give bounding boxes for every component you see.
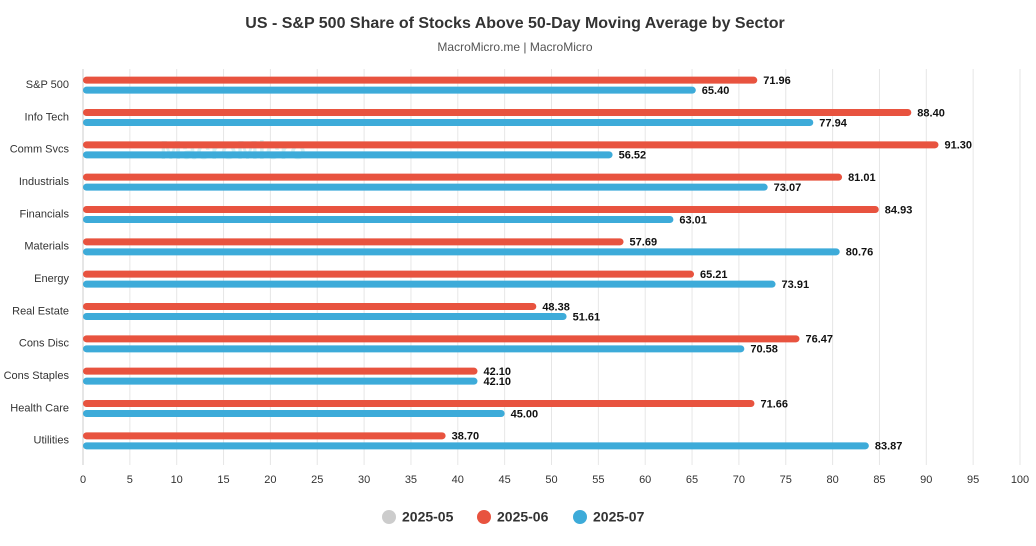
value-label: 73.91 — [782, 279, 810, 291]
chart-title: US - S&P 500 Share of Stocks Above 50-Da… — [245, 15, 784, 32]
x-tick-label: 30 — [358, 474, 370, 486]
value-label: 45.00 — [511, 408, 539, 420]
value-label: 71.96 — [763, 75, 791, 87]
bar — [83, 280, 776, 288]
bar — [83, 109, 912, 116]
value-label: 51.61 — [573, 311, 601, 323]
value-label: 70.58 — [750, 344, 778, 356]
bar — [83, 270, 695, 278]
bar — [83, 238, 624, 246]
value-label: 88.40 — [917, 107, 945, 119]
value-label: 77.94 — [819, 117, 847, 129]
x-tick-label: 15 — [217, 474, 229, 486]
bar — [83, 183, 768, 191]
bar — [83, 442, 869, 450]
legend-label: 2025-05 — [402, 509, 454, 525]
value-label: 91.30 — [944, 140, 972, 152]
legend-marker — [382, 510, 396, 524]
bar — [83, 335, 800, 343]
bar — [83, 345, 745, 353]
watermark: MacroMicro — [160, 135, 306, 165]
value-label: 83.87 — [875, 441, 903, 453]
y-tick-label: Cons Staples — [4, 370, 70, 382]
bar — [83, 216, 674, 223]
y-tick-label: Utilities — [34, 435, 70, 447]
x-tick-label: 20 — [264, 474, 276, 486]
x-tick-label: 75 — [780, 474, 792, 486]
bar — [83, 206, 879, 213]
bar — [83, 432, 446, 440]
value-label: 56.52 — [619, 150, 647, 162]
bar — [83, 76, 758, 84]
y-tick-label: Comm Svcs — [10, 144, 70, 156]
y-tick-label: Info Tech — [25, 111, 69, 123]
legend-marker — [573, 510, 587, 524]
value-label: 65.21 — [700, 269, 728, 281]
x-tick-label: 90 — [920, 474, 932, 486]
x-tick-label: 45 — [499, 474, 511, 486]
x-tick-label: 60 — [639, 474, 651, 486]
y-tick-label: Financials — [19, 208, 69, 220]
legend-marker — [477, 510, 491, 524]
value-label: 71.66 — [760, 398, 788, 410]
value-label: 73.07 — [774, 182, 802, 194]
bar — [83, 410, 505, 417]
x-tick-label: 0 — [80, 474, 86, 486]
x-tick-label: 25 — [311, 474, 323, 486]
x-tick-label: 100 — [1011, 474, 1029, 486]
y-tick-label: Real Estate — [12, 305, 69, 317]
value-label: 42.10 — [483, 376, 511, 388]
value-label: 84.93 — [885, 204, 913, 216]
bar — [83, 119, 814, 126]
legend-label: 2025-07 — [593, 509, 645, 525]
value-label: 38.70 — [452, 431, 480, 443]
y-tick-label: S&P 500 — [26, 79, 69, 91]
bar — [83, 151, 613, 159]
y-tick-label: Energy — [34, 273, 69, 285]
bar — [83, 173, 843, 181]
bar — [83, 303, 537, 310]
x-tick-label: 95 — [967, 474, 979, 486]
x-tick-label: 65 — [686, 474, 698, 486]
y-tick-label: Materials — [24, 241, 69, 253]
bar — [83, 367, 478, 375]
y-tick-label: Industrials — [19, 176, 70, 188]
x-tick-label: 80 — [826, 474, 838, 486]
x-tick-label: 40 — [452, 474, 464, 486]
x-tick-label: 10 — [171, 474, 183, 486]
x-tick-label: 85 — [873, 474, 885, 486]
x-tick-label: 50 — [545, 474, 557, 486]
x-tick-label: 5 — [127, 474, 133, 486]
y-tick-label: Cons Disc — [19, 338, 70, 350]
bar — [83, 141, 939, 149]
value-label: 63.01 — [679, 214, 707, 226]
x-tick-label: 70 — [733, 474, 745, 486]
value-label: 57.69 — [630, 237, 658, 249]
bar — [83, 313, 567, 320]
y-tick-label: Health Care — [10, 402, 69, 414]
value-label: 65.40 — [702, 85, 730, 97]
bar — [83, 400, 755, 407]
x-tick-label: 35 — [405, 474, 417, 486]
value-label: 42.10 — [483, 366, 511, 378]
x-tick-label: 55 — [592, 474, 604, 486]
legend-label: 2025-06 — [497, 509, 549, 525]
value-label: 80.76 — [846, 247, 874, 259]
chart-subtitle: MacroMicro.me | MacroMicro — [437, 40, 592, 54]
bar — [83, 86, 696, 94]
value-label: 76.47 — [806, 334, 834, 346]
value-label: 81.01 — [848, 172, 876, 184]
value-label: 48.38 — [542, 301, 570, 313]
bar — [83, 248, 840, 256]
bar — [83, 377, 478, 385]
